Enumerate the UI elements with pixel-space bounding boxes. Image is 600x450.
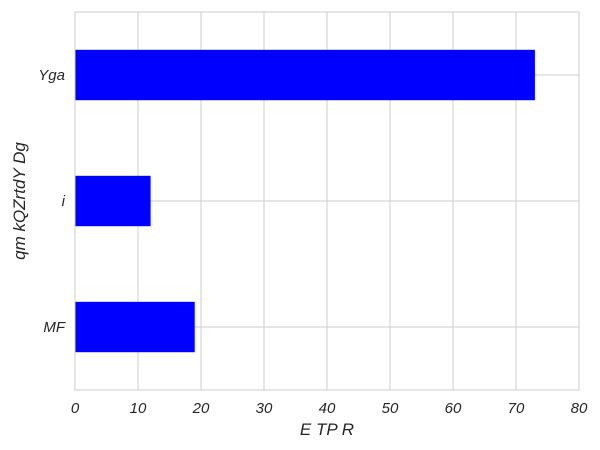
y-tick-label: MF [43,319,65,336]
y-tick-label: i [62,193,66,210]
x-axis-tick-labels: 0 10 20 30 40 50 60 70 80 [71,400,588,417]
bar-series [75,49,535,353]
x-tick-label: 70 [508,400,525,417]
y-tick-label: Yga [38,67,65,84]
y-axis-tick-labels: MF i Yga [38,67,66,336]
x-axis-title: E TP R [300,420,354,439]
x-tick-label: 40 [319,400,336,417]
x-tick-label: 60 [445,400,462,417]
bar [75,301,195,353]
x-tick-label: 10 [130,400,147,417]
plot-frame [74,11,580,391]
x-tick-label: 20 [192,400,210,417]
y-axis-title: qm kQZrtdY Dg [10,142,29,260]
x-tick-label: 50 [382,400,399,417]
bar [75,175,151,227]
x-tick-label: 30 [256,400,273,417]
x-tick-label: 0 [71,400,80,417]
bar [75,49,535,101]
x-tick-label: 80 [571,400,588,417]
